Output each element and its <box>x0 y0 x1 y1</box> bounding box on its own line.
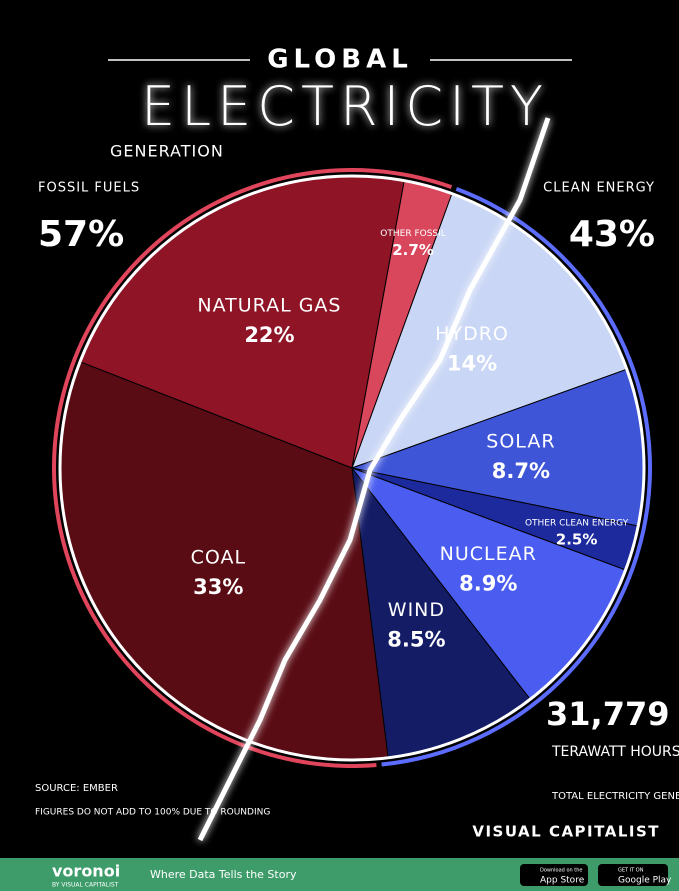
google-play-button[interactable] <box>598 864 668 886</box>
total-note: TOTAL ELECTRICITY GENERATED IN 2025 <box>551 791 679 802</box>
group-name: CLEAN ENERGY <box>543 181 655 196</box>
slice-label: COAL <box>191 546 246 568</box>
subtitle: ELECTRICITY <box>141 75 549 138</box>
lightning <box>197 117 551 842</box>
slice-label: NUCLEAR <box>440 543 537 565</box>
slice-label: NATURAL GAS <box>197 295 341 317</box>
title: GLOBAL <box>267 45 413 75</box>
google-play: Google Play <box>618 876 672 886</box>
slice-value: 8.7% <box>492 459 550 483</box>
slice-value: 8.5% <box>387 628 445 652</box>
slice-label: OTHER CLEAN ENERGY <box>525 519 629 529</box>
slice-value: 2.7% <box>392 241 434 259</box>
total: 31,779 <box>546 695 669 733</box>
total-unit: TERAWATT HOURS <box>551 744 679 760</box>
slice-value: 2.5% <box>556 531 598 549</box>
source: SOURCE: EMBER <box>35 783 118 794</box>
slice-label: WIND <box>388 599 445 621</box>
note: FIGURES DO NOT ADD TO 100% DUE TO ROUNDI… <box>35 808 270 818</box>
subtitle2: GENERATION <box>110 142 224 161</box>
slice-label: SOLAR <box>486 430 555 452</box>
slice-value: 22% <box>244 323 294 347</box>
group-value: 57% <box>38 214 124 255</box>
slice-value: 33% <box>193 575 243 599</box>
app-store-small: Download on the <box>540 868 582 874</box>
pie-outline <box>58 174 646 762</box>
slice-label: OTHER FOSSIL <box>380 229 446 239</box>
footer-tagline: Where Data Tells the Story <box>150 868 297 881</box>
app-store-button[interactable] <box>520 864 588 886</box>
footer-logo[interactable]: voronoi <box>52 862 120 881</box>
app-store: App Store <box>540 876 585 886</box>
slice-value: 14% <box>447 352 497 376</box>
brand: VISUAL CAPITALIST <box>472 823 660 841</box>
slice-value: 8.9% <box>459 572 517 596</box>
footer-logo-sub: BY VISUAL CAPITALIST <box>52 882 119 889</box>
google-play-small: GET IT ON <box>618 868 644 874</box>
group-name: FOSSIL FUELS <box>38 181 140 196</box>
group-value: 43% <box>569 214 655 255</box>
